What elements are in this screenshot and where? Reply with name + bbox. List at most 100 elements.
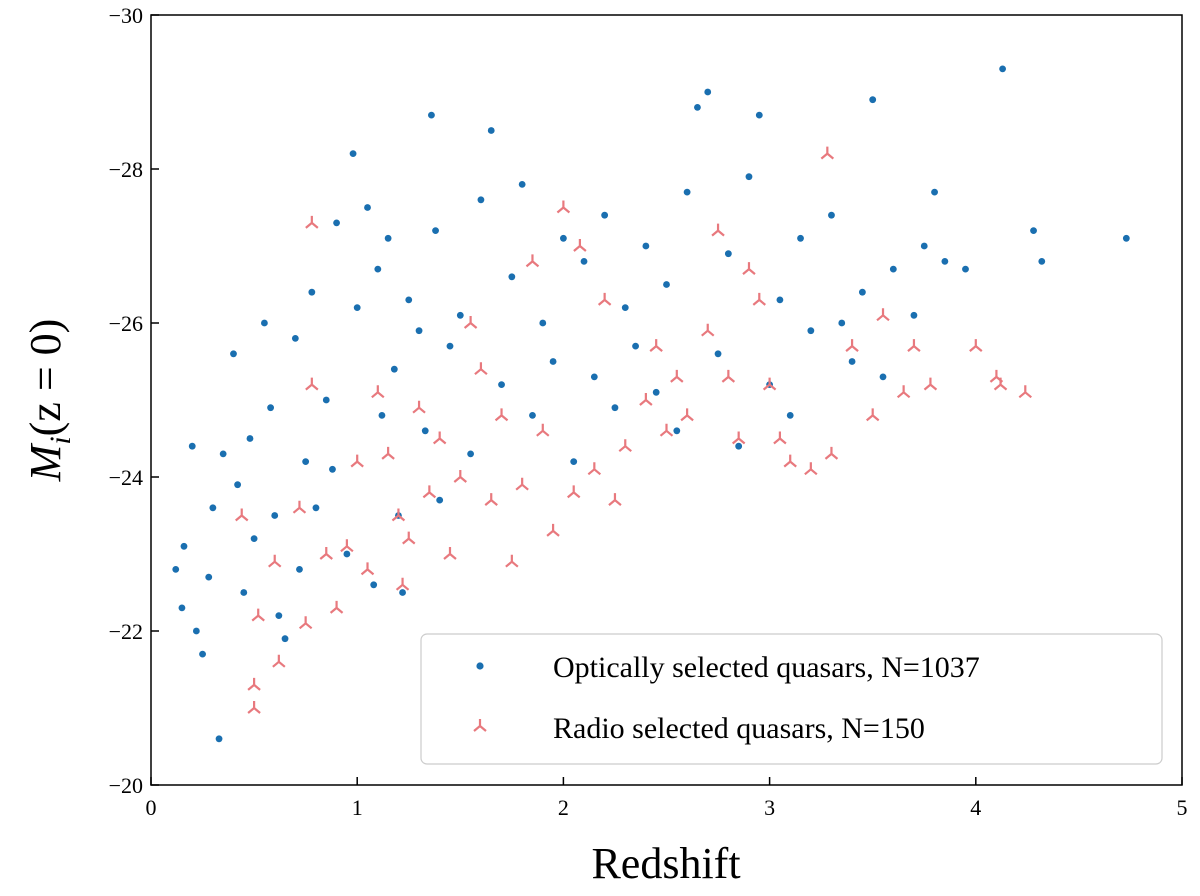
optical-quasar-point xyxy=(378,412,386,419)
optical-quasar-point xyxy=(590,373,598,381)
radio-quasar-point xyxy=(525,254,540,268)
optical-quasar-point xyxy=(941,258,949,265)
legend-label-radio: Radio selected quasars, N=150 xyxy=(553,712,925,745)
radio-quasar-point xyxy=(371,385,385,399)
optical-quasar-point xyxy=(296,566,303,573)
radio-quasar-point xyxy=(865,408,880,422)
optical-quasar-point xyxy=(570,458,578,465)
optical-quasar-point xyxy=(399,589,406,596)
radio-quasar-point xyxy=(453,470,468,483)
legend-marker-optical xyxy=(476,662,484,670)
x-tick-label: 1 xyxy=(352,795,363,820)
radio-quasar-point xyxy=(350,454,364,468)
y-tick-label: −20 xyxy=(109,773,143,798)
optical-quasar-point xyxy=(477,196,485,204)
optical-quasar-point xyxy=(786,412,794,419)
optical-quasar-point xyxy=(724,250,732,258)
radio-quasar-point xyxy=(432,431,447,445)
radio-quasar-point xyxy=(272,654,286,668)
radio-quasar-point xyxy=(340,539,354,553)
radio-quasar-point xyxy=(659,423,674,437)
optical-quasar-point xyxy=(776,296,784,304)
radio-quasar-point xyxy=(381,446,395,460)
optical-quasar-point xyxy=(848,358,856,365)
x-tick-label: 2 xyxy=(558,795,569,820)
optical-quasar-point xyxy=(920,242,928,250)
optical-quasar-point xyxy=(1030,227,1037,235)
optical-quasar-point xyxy=(755,111,763,119)
optical-quasar-point xyxy=(508,273,516,281)
optical-quasar-point xyxy=(275,612,283,619)
radio-quasar-point xyxy=(247,677,261,691)
radio-quasar-point xyxy=(721,369,736,383)
radio-quasar-point xyxy=(876,308,890,322)
optical-quasar-point xyxy=(405,296,413,304)
optical-quasar-point xyxy=(580,258,588,265)
radio-quasar-point xyxy=(731,431,746,445)
optical-quasar-point xyxy=(205,573,213,581)
radio-quasar-point xyxy=(319,547,333,560)
radio-quasar-point xyxy=(618,439,632,453)
optical-quasar-point xyxy=(704,88,712,96)
radio-quasar-point xyxy=(305,215,319,229)
optical-quasar-point xyxy=(261,319,268,327)
optical-quasar-point xyxy=(962,265,969,273)
optical-quasar-point xyxy=(1122,234,1130,242)
optical-quasar-point xyxy=(673,427,681,435)
optical-quasar-point xyxy=(611,404,619,412)
y-tick-label: −28 xyxy=(109,157,143,182)
radio-quasar-point xyxy=(907,339,921,352)
legend: Optically selected quasars, N=1037 Radio… xyxy=(420,633,1163,765)
optical-quasar-point xyxy=(745,173,753,181)
optical-quasar-point xyxy=(234,481,242,489)
optical-quasar-point xyxy=(421,427,429,435)
optical-quasar-point xyxy=(267,404,274,412)
optical-quasar-point xyxy=(281,635,289,643)
radio-quasar-point xyxy=(896,385,911,399)
optical-quasar-point xyxy=(432,227,439,235)
radio-quasar-point xyxy=(573,239,587,252)
optical-quasar-point xyxy=(549,358,557,365)
radio-quasar-point xyxy=(556,200,571,214)
optical-quasar-point xyxy=(291,335,299,342)
legend-marker-radio xyxy=(473,719,487,732)
optical-quasar-point xyxy=(910,311,918,319)
optical-quasar-point xyxy=(518,181,526,188)
radio-quasar-point xyxy=(292,500,307,514)
optical-quasar-point xyxy=(192,627,200,635)
optical-quasar-point xyxy=(390,365,398,373)
optical-quasar-point xyxy=(467,450,475,458)
optical-quasar-point xyxy=(246,435,254,442)
optical-quasar-point xyxy=(240,589,248,596)
radio-quasar-point xyxy=(752,292,766,306)
optical-quasar-point xyxy=(807,327,815,335)
radio-quasar-point xyxy=(474,362,488,376)
y-tick-label: −30 xyxy=(109,3,143,28)
optical-quasar-point xyxy=(601,211,609,219)
radio-quasar-point xyxy=(505,554,519,568)
x-tick-label: 4 xyxy=(970,795,981,820)
radio-quasar-point xyxy=(680,408,694,422)
y-axis-title-sub: i xyxy=(44,436,77,444)
optical-quasar-point xyxy=(178,604,186,612)
optical-quasar-point xyxy=(415,327,423,335)
radio-quasar-point xyxy=(247,701,261,714)
optical-quasar-point xyxy=(374,265,382,273)
optical-quasar-point xyxy=(889,265,897,273)
radio-quasar-point xyxy=(395,577,410,591)
radio-quasar-point xyxy=(711,223,725,237)
radio-quasar-point xyxy=(701,323,715,337)
optical-quasar-point xyxy=(642,242,650,250)
radio-quasar-point xyxy=(608,493,622,506)
optical-quasar-point xyxy=(199,650,206,658)
radio-quasar-point xyxy=(298,616,313,630)
optical-quasar-point xyxy=(869,96,877,104)
x-axis-title: Redshift xyxy=(591,839,740,888)
optical-quasar-point xyxy=(498,381,505,388)
plot-frame xyxy=(150,14,1183,786)
optical-quasar-point xyxy=(428,111,435,119)
optical-quasar-point xyxy=(456,311,464,319)
optical-quasar-point xyxy=(931,188,938,196)
radio-quasar-point xyxy=(742,262,756,275)
